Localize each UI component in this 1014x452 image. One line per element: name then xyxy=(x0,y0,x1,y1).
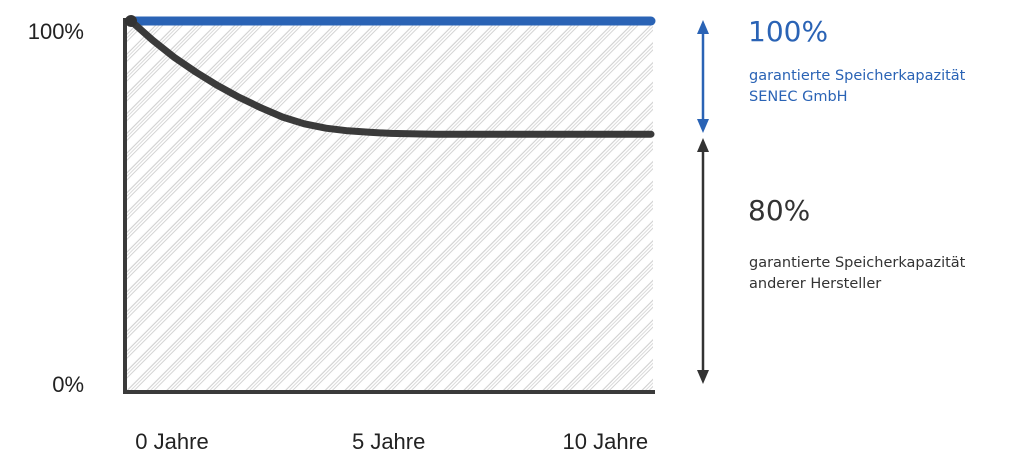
x-tick-label: 10 Jahre xyxy=(563,429,649,452)
others-caption-line1: garantierte Speicherkapazität xyxy=(749,255,966,271)
senec-range-arrow xyxy=(697,20,709,133)
series-layer xyxy=(126,16,656,138)
senec-caption-line1: garantierte Speicherkapazität xyxy=(749,68,966,84)
x-tick-label: 5 Jahre xyxy=(352,429,425,452)
series-line-others xyxy=(127,17,655,138)
others-range-arrow xyxy=(697,138,709,384)
origin-point xyxy=(125,15,137,27)
senec-caption-line2: SENEC GmbH xyxy=(749,89,848,105)
others-caption-line2: anderer Hersteller xyxy=(749,276,882,292)
x-tick-label: 0 Jahre xyxy=(135,429,208,452)
senec-value-label: 100% xyxy=(748,15,829,48)
y-tick-label: 0% xyxy=(52,372,84,397)
y-tick-label: 100% xyxy=(28,19,84,44)
others-value-label: 80% xyxy=(748,194,811,227)
tick-layer: 0 Jahre 5 Jahre 10 Jahre 0% 100% xyxy=(28,19,648,452)
